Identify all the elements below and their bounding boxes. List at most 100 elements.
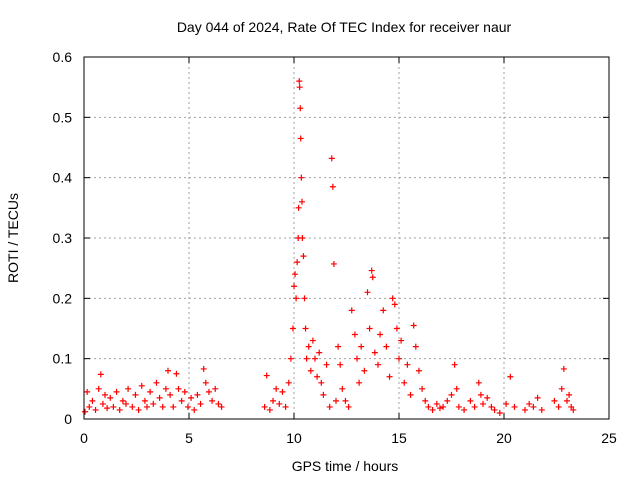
- data-point: [396, 355, 402, 362]
- data-point: [339, 385, 346, 392]
- data-point: [159, 403, 166, 410]
- data-point: [467, 397, 474, 404]
- data-point: [215, 400, 222, 407]
- data-point: [361, 367, 368, 374]
- data-point: [294, 259, 301, 266]
- data-point: [475, 379, 482, 386]
- data-point: [451, 361, 458, 368]
- data-point: [471, 403, 478, 410]
- data-point: [386, 373, 393, 380]
- data-point: [302, 325, 309, 332]
- data-point: [144, 403, 150, 410]
- data-point: [123, 400, 129, 407]
- data-point: [477, 391, 484, 398]
- data-point: [289, 325, 296, 332]
- data-point: [480, 400, 486, 407]
- data-point: [297, 135, 304, 142]
- data-point: [511, 403, 518, 410]
- data-point: [318, 379, 325, 386]
- y-tick-label: 0.5: [53, 109, 73, 125]
- data-point: [165, 367, 171, 374]
- data-point: [348, 307, 355, 314]
- data-point: [298, 174, 305, 181]
- y-tick-label: 0.6: [53, 49, 73, 65]
- x-tick-label: 0: [80, 430, 88, 446]
- data-point: [119, 397, 126, 404]
- data-point: [407, 391, 414, 398]
- data-point: [167, 391, 174, 398]
- data-point: [212, 385, 219, 392]
- data-point: [92, 406, 99, 413]
- data-point: [218, 403, 225, 410]
- data-point: [429, 406, 436, 413]
- data-point: [564, 397, 570, 404]
- data-point: [326, 403, 333, 410]
- data-point: [181, 388, 188, 395]
- data-point: [351, 331, 358, 338]
- data-point: [356, 379, 363, 386]
- data-point: [404, 361, 411, 368]
- data-point: [287, 355, 294, 362]
- data-point: [116, 406, 123, 413]
- data-point: [419, 385, 426, 392]
- data-point: [113, 388, 120, 395]
- data-point: [191, 406, 198, 413]
- data-point: [188, 394, 195, 401]
- data-point: [299, 235, 306, 241]
- data-point: [354, 355, 360, 362]
- data-point: [558, 385, 565, 392]
- data-point: [301, 295, 308, 302]
- y-tick-label: 0.2: [53, 290, 73, 306]
- data-point: [102, 391, 108, 398]
- data-point: [530, 403, 537, 410]
- data-point: [364, 289, 371, 296]
- data-point: [125, 385, 132, 392]
- data-point: [333, 397, 339, 404]
- data-point: [453, 385, 460, 392]
- data-point: [389, 295, 396, 302]
- data-point: [307, 367, 314, 374]
- data-point: [300, 253, 307, 260]
- data-point: [205, 388, 212, 395]
- y-tick-label: 0.4: [53, 170, 73, 186]
- y-tick-label: 0.1: [53, 351, 73, 367]
- data-point: [135, 406, 142, 413]
- data-point: [560, 365, 567, 372]
- data-point: [202, 379, 209, 386]
- data-point: [488, 403, 495, 410]
- data-point: [209, 397, 216, 404]
- x-tick-label: 15: [391, 430, 407, 446]
- data-point: [369, 274, 376, 281]
- data-point: [335, 343, 342, 350]
- data-point: [507, 373, 514, 380]
- data-point: [107, 394, 114, 401]
- data-point: [401, 379, 408, 386]
- data-point: [138, 382, 145, 389]
- data-point: [291, 283, 297, 290]
- data-point: [292, 271, 299, 278]
- data-point: [282, 403, 289, 410]
- data-point: [86, 403, 93, 410]
- data-point: [270, 397, 276, 404]
- data-point: [295, 204, 302, 211]
- data-point: [309, 337, 316, 344]
- data-point: [184, 403, 191, 410]
- data-point: [156, 394, 163, 401]
- data-point: [323, 361, 330, 368]
- points-layer: [82, 78, 577, 416]
- data-point: [314, 373, 321, 380]
- y-tick-label: 0.3: [53, 230, 73, 246]
- data-point: [440, 403, 447, 410]
- data-point: [422, 397, 429, 404]
- data-point: [491, 406, 498, 413]
- data-point: [366, 325, 373, 332]
- data-point: [178, 397, 185, 404]
- data-point: [95, 385, 102, 392]
- data-point: [293, 295, 300, 302]
- data-point: [410, 322, 417, 329]
- data-point: [398, 337, 405, 344]
- x-tick-label: 10: [286, 430, 302, 446]
- data-point: [448, 391, 455, 398]
- data-point: [484, 394, 491, 401]
